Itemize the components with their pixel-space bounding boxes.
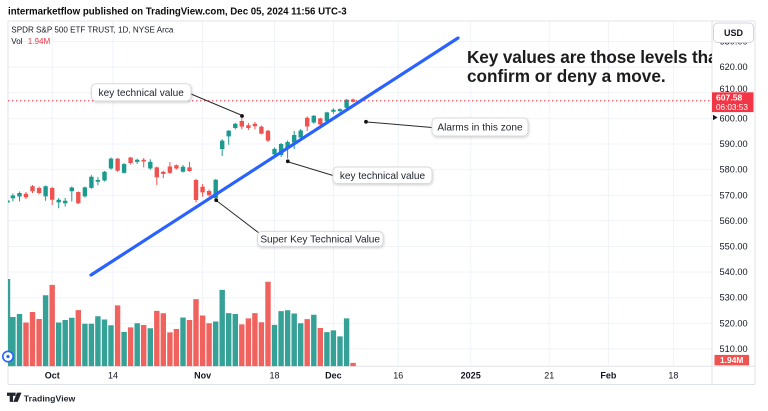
svg-text:18: 18	[269, 371, 279, 381]
svg-text:confirm or deny a move.: confirm or deny a move.	[467, 66, 666, 86]
svg-text:550.00: 550.00	[720, 242, 748, 252]
svg-text:540.00: 540.00	[720, 267, 748, 277]
svg-text:607.58: 607.58	[716, 93, 743, 103]
svg-text:1.94M: 1.94M	[28, 37, 51, 46]
svg-text:570.00: 570.00	[720, 190, 748, 200]
svg-text:1.94M: 1.94M	[720, 355, 743, 365]
svg-text:Feb: Feb	[600, 371, 617, 381]
svg-text:580.00: 580.00	[720, 165, 748, 175]
svg-text:Oct: Oct	[45, 371, 60, 381]
svg-text:key technical value: key technical value	[340, 171, 426, 182]
svg-text:key technical value: key technical value	[99, 88, 185, 99]
svg-text:18: 18	[668, 371, 678, 381]
svg-text:Nov: Nov	[194, 371, 211, 381]
svg-text:21: 21	[544, 371, 554, 381]
svg-text:Key values are those levels th: Key values are those levels that	[467, 47, 723, 67]
svg-text:560.00: 560.00	[720, 216, 748, 226]
svg-text:06:03:53: 06:03:53	[716, 103, 748, 112]
svg-text:intermarketflow published on T: intermarketflow published on TradingView…	[8, 7, 347, 18]
svg-text:SPDR S&P 500 ETF TRUST, 1D, NY: SPDR S&P 500 ETF TRUST, 1D, NYSE Arca	[11, 25, 174, 34]
svg-text:Vol: Vol	[11, 37, 22, 46]
svg-text:530.00: 530.00	[720, 293, 748, 303]
svg-text:Alarms in this zone: Alarms in this zone	[437, 123, 523, 134]
svg-text:610.00: 610.00	[720, 84, 748, 94]
svg-text:620.00: 620.00	[720, 62, 748, 72]
svg-text:590.00: 590.00	[720, 139, 748, 149]
svg-text:510.00: 510.00	[720, 344, 748, 354]
svg-text:520.00: 520.00	[720, 318, 748, 328]
svg-text:Dec: Dec	[325, 371, 342, 381]
svg-text:USD: USD	[724, 28, 744, 38]
svg-text:Super Key Technical Value: Super Key Technical Value	[260, 234, 380, 245]
svg-text:TradingView: TradingView	[24, 393, 76, 403]
svg-text:14: 14	[108, 371, 118, 381]
svg-text:2025: 2025	[461, 371, 481, 381]
svg-text:600.00: 600.00	[720, 113, 748, 123]
svg-text:16: 16	[393, 371, 403, 381]
